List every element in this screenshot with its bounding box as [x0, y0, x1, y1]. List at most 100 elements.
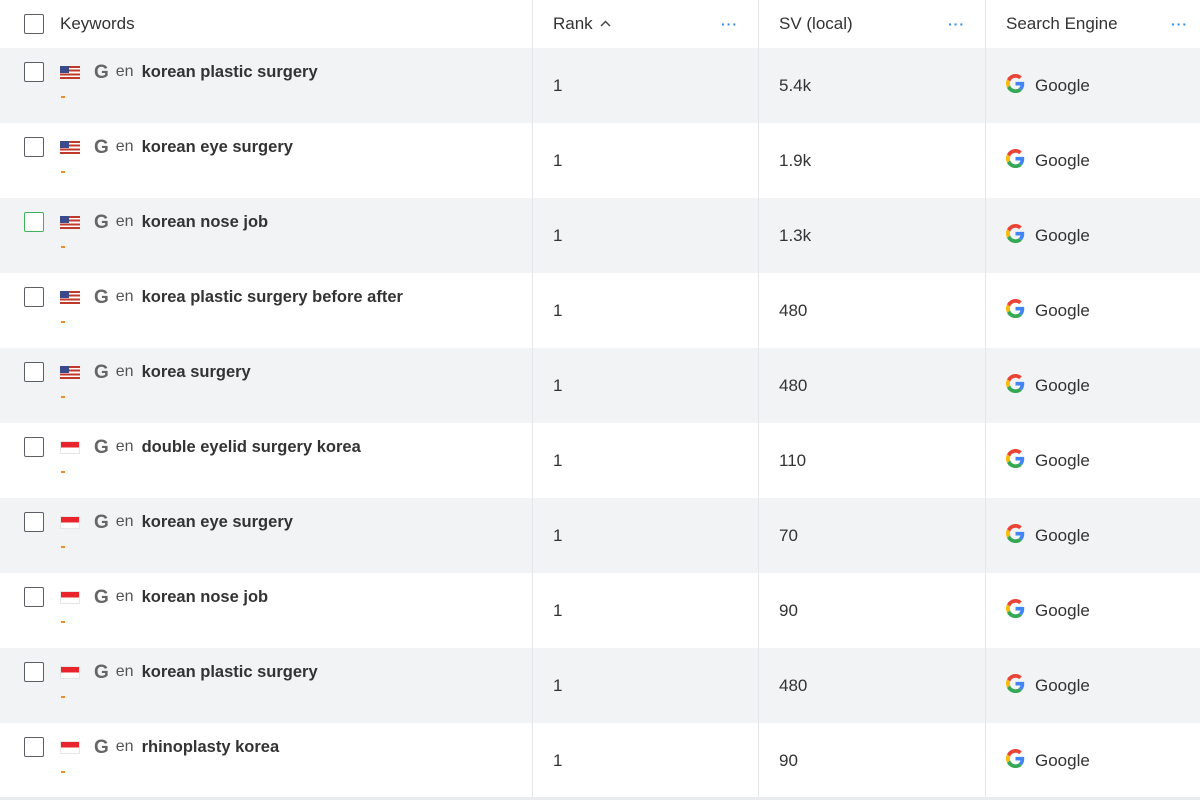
- rank-cell: 1: [533, 498, 759, 573]
- keyword-change-dash: -: [61, 471, 65, 473]
- keyword-change-dash: -: [61, 546, 65, 548]
- column-header-keywords[interactable]: Keywords: [0, 0, 533, 48]
- row-checkbox[interactable]: [24, 737, 44, 757]
- google-logo-icon: [1006, 674, 1025, 697]
- table-row[interactable]: G en korean plastic surgery - 1 480 Goog…: [0, 648, 1200, 723]
- keyword-text[interactable]: korean nose job: [141, 587, 269, 606]
- google-logo-icon: [1006, 524, 1025, 547]
- language-code: en: [115, 63, 134, 80]
- keyword-change-dash: -: [61, 621, 65, 623]
- google-engine-icon: G: [94, 436, 109, 458]
- keyword-change-dash: -: [61, 246, 65, 248]
- table-row[interactable]: G en rhinoplasty korea - 1 90 Google: [0, 723, 1200, 798]
- keyword-text[interactable]: korean eye surgery: [141, 512, 293, 531]
- select-all-checkbox[interactable]: [24, 14, 44, 34]
- keyword-text[interactable]: korea plastic surgery before after: [141, 287, 403, 306]
- sv-cell: 480: [759, 348, 986, 423]
- table-header: Keywords Rank ··· SV (local) ··· Search …: [0, 0, 1200, 48]
- search-engine-more-button[interactable]: ···: [1171, 16, 1188, 32]
- rank-cell: 1: [533, 48, 759, 123]
- row-checkbox[interactable]: [24, 287, 44, 307]
- column-header-sv[interactable]: SV (local) ···: [759, 0, 986, 48]
- table-row[interactable]: G en korea surgery - 1 480 Google: [0, 348, 1200, 423]
- sv-value: 110: [779, 450, 807, 470]
- us-flag-icon: [60, 65, 80, 79]
- sv-cell: 90: [759, 723, 986, 798]
- table-row[interactable]: G en korean nose job - 1 1.3k Google: [0, 198, 1200, 273]
- row-checkbox[interactable]: [24, 437, 44, 457]
- google-logo-icon: [1006, 224, 1025, 247]
- search-engine-name: Google: [1035, 75, 1090, 95]
- keyword-text[interactable]: korea surgery: [141, 362, 251, 381]
- search-engine-name: Google: [1035, 525, 1090, 545]
- keyword-text[interactable]: double eyelid surgery korea: [141, 437, 361, 456]
- row-checkbox[interactable]: [24, 212, 44, 232]
- sv-value: 5.4k: [779, 75, 812, 95]
- google-engine-icon: G: [94, 586, 109, 608]
- row-checkbox[interactable]: [24, 662, 44, 682]
- singapore-flag-icon: [60, 740, 80, 754]
- rank-value: 1: [553, 225, 563, 245]
- sv-more-button[interactable]: ···: [948, 16, 965, 32]
- column-header-rank[interactable]: Rank ···: [533, 0, 759, 48]
- sv-value: 90: [779, 750, 798, 770]
- search-engine-cell: Google: [986, 648, 1200, 723]
- sv-cell: 90: [759, 573, 986, 648]
- keyword-cell: G en korea surgery -: [0, 348, 533, 423]
- sv-header-label: SV (local): [779, 14, 853, 33]
- row-checkbox[interactable]: [24, 512, 44, 532]
- row-checkbox[interactable]: [24, 137, 44, 157]
- row-checkbox[interactable]: [24, 62, 44, 82]
- table-row[interactable]: G en korean plastic surgery - 1 5.4k Goo…: [0, 48, 1200, 123]
- search-engine-cell: Google: [986, 423, 1200, 498]
- google-logo-icon: [1006, 449, 1025, 472]
- rank-value: 1: [553, 750, 563, 770]
- column-header-search-engine[interactable]: Search Engine ···: [986, 0, 1200, 48]
- keyword-text[interactable]: rhinoplasty korea: [141, 737, 280, 756]
- table-bottom-border: [0, 797, 1200, 800]
- table-row[interactable]: G en korean nose job - 1 90 Google: [0, 573, 1200, 648]
- rank-cell: 1: [533, 423, 759, 498]
- keyword-text[interactable]: korean eye surgery: [141, 137, 293, 156]
- sv-cell: 1.3k: [759, 198, 986, 273]
- table-row[interactable]: G en double eyelid surgery korea - 1 110…: [0, 423, 1200, 498]
- search-engine-cell: Google: [986, 48, 1200, 123]
- keyword-text[interactable]: korean plastic surgery: [141, 662, 318, 681]
- chevron-up-icon[interactable]: [600, 18, 611, 30]
- google-engine-icon: G: [94, 61, 109, 83]
- keyword-cell: G en korean eye surgery -: [0, 498, 533, 573]
- rank-value: 1: [553, 75, 563, 95]
- rank-more-button[interactable]: ···: [721, 16, 738, 32]
- sv-value: 70: [779, 525, 798, 545]
- row-checkbox[interactable]: [24, 362, 44, 382]
- rank-value: 1: [553, 525, 563, 545]
- rank-cell: 1: [533, 273, 759, 348]
- table-row[interactable]: G en korea plastic surgery before after …: [0, 273, 1200, 348]
- google-engine-icon: G: [94, 361, 109, 383]
- language-code: en: [115, 588, 134, 605]
- keyword-cell: G en korean plastic surgery -: [0, 648, 533, 723]
- rank-cell: 1: [533, 348, 759, 423]
- sv-value: 1.9k: [779, 150, 812, 170]
- search-engine-name: Google: [1035, 225, 1090, 245]
- table-row[interactable]: G en korean eye surgery - 1 1.9k Google: [0, 123, 1200, 198]
- search-engine-cell: Google: [986, 348, 1200, 423]
- table-row[interactable]: G en korean eye surgery - 1 70 Google: [0, 498, 1200, 573]
- language-code: en: [115, 513, 134, 530]
- language-code: en: [115, 363, 134, 380]
- language-code: en: [115, 438, 134, 455]
- search-engine-cell: Google: [986, 498, 1200, 573]
- search-engine-cell: Google: [986, 198, 1200, 273]
- language-code: en: [115, 213, 134, 230]
- rank-cell: 1: [533, 723, 759, 798]
- search-engine-cell: Google: [986, 723, 1200, 798]
- search-engine-name: Google: [1035, 675, 1090, 695]
- search-engine-cell: Google: [986, 123, 1200, 198]
- keyword-change-dash: -: [61, 321, 65, 323]
- keyword-text[interactable]: korean plastic surgery: [141, 62, 318, 81]
- sv-cell: 110: [759, 423, 986, 498]
- rank-cell: 1: [533, 198, 759, 273]
- keyword-text[interactable]: korean nose job: [141, 212, 269, 231]
- row-checkbox[interactable]: [24, 587, 44, 607]
